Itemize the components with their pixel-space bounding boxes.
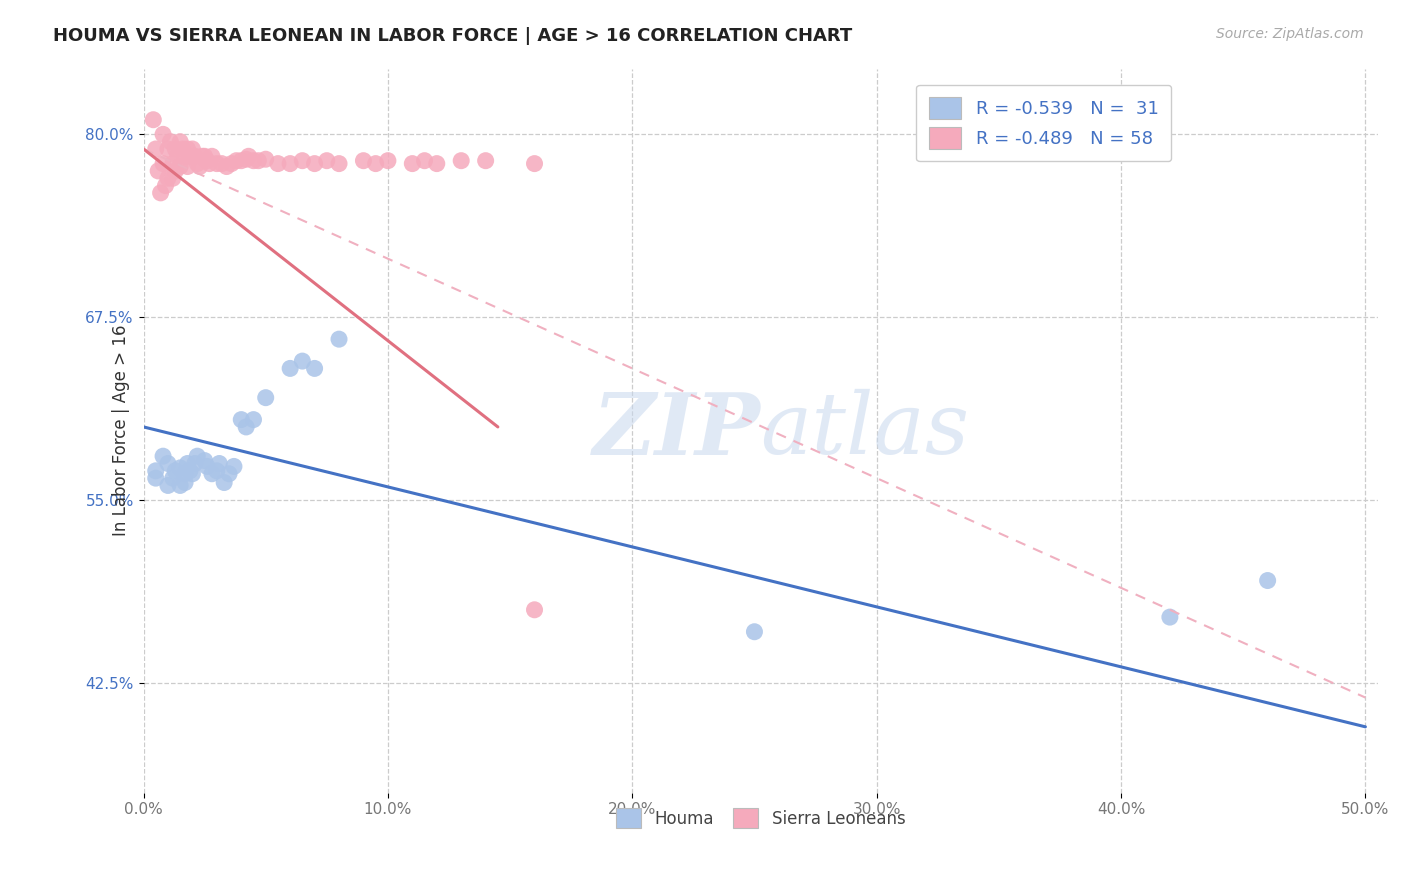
Point <box>201 149 224 163</box>
Point <box>523 603 546 617</box>
Point <box>278 156 301 170</box>
Point <box>155 178 177 193</box>
Point <box>247 153 270 168</box>
Point <box>1159 610 1181 624</box>
Point <box>208 457 231 471</box>
Point <box>152 449 174 463</box>
Point <box>205 464 228 478</box>
Point <box>191 149 214 163</box>
Text: HOUMA VS SIERRA LEONEAN IN LABOR FORCE | AGE > 16 CORRELATION CHART: HOUMA VS SIERRA LEONEAN IN LABOR FORCE |… <box>53 27 852 45</box>
Point <box>225 153 247 168</box>
Point <box>162 471 184 485</box>
Point <box>426 156 449 170</box>
Point <box>152 156 174 170</box>
Point <box>156 142 179 156</box>
Point <box>174 149 197 163</box>
Point <box>156 478 179 492</box>
Point <box>215 160 238 174</box>
Point <box>186 449 208 463</box>
Point <box>156 457 179 471</box>
Text: ZIP: ZIP <box>593 389 761 473</box>
Point <box>172 142 194 156</box>
Point <box>162 156 184 170</box>
Point <box>377 153 399 168</box>
Point <box>278 361 301 376</box>
Point <box>222 459 245 474</box>
Point <box>174 467 197 481</box>
Point <box>152 128 174 142</box>
Point <box>162 171 184 186</box>
Point <box>176 142 198 156</box>
Point <box>364 156 387 170</box>
Point <box>181 467 204 481</box>
Point <box>166 149 188 163</box>
Point <box>235 420 257 434</box>
Point <box>194 453 217 467</box>
Point <box>291 354 314 368</box>
Point <box>142 112 165 127</box>
Point <box>328 156 350 170</box>
Point <box>176 160 198 174</box>
Point <box>450 153 472 168</box>
Point <box>304 361 326 376</box>
Point <box>315 153 337 168</box>
Point <box>1257 574 1279 588</box>
Point <box>165 142 187 156</box>
Point <box>744 624 766 639</box>
Text: atlas: atlas <box>761 389 970 472</box>
Point <box>145 142 167 156</box>
Point <box>304 156 326 170</box>
Point <box>149 186 172 200</box>
Point <box>231 153 253 168</box>
Point <box>188 160 211 174</box>
Text: Source: ZipAtlas.com: Source: ZipAtlas.com <box>1216 27 1364 41</box>
Point <box>145 471 167 485</box>
Point <box>211 156 233 170</box>
Point <box>169 160 191 174</box>
Point <box>198 156 221 170</box>
Point <box>148 164 170 178</box>
Point <box>242 153 264 168</box>
Point <box>194 149 217 163</box>
Point <box>238 149 260 163</box>
Point <box>165 164 187 178</box>
Point <box>174 475 197 490</box>
Point <box>195 153 218 168</box>
Point <box>179 149 201 163</box>
Point <box>353 153 375 168</box>
Point <box>184 149 207 163</box>
Point <box>291 153 314 168</box>
Point <box>218 467 240 481</box>
Point <box>231 412 253 426</box>
Point <box>205 156 228 170</box>
Point <box>195 459 218 474</box>
Point <box>165 464 187 478</box>
Point <box>176 457 198 471</box>
Point <box>179 464 201 478</box>
Point <box>254 152 277 166</box>
Point <box>201 467 224 481</box>
Point <box>254 391 277 405</box>
Point <box>267 156 290 170</box>
Point <box>328 332 350 346</box>
Point <box>159 135 181 149</box>
Point <box>474 153 496 168</box>
Point <box>221 156 243 170</box>
Point <box>523 156 546 170</box>
Y-axis label: In Labor Force | Age > 16: In Labor Force | Age > 16 <box>111 325 129 536</box>
Legend: Houma, Sierra Leoneans: Houma, Sierra Leoneans <box>609 801 912 835</box>
Point <box>169 478 191 492</box>
Point <box>413 153 436 168</box>
Point <box>186 156 208 170</box>
Point <box>169 461 191 475</box>
Point <box>212 475 235 490</box>
Point <box>181 142 204 156</box>
Point <box>184 457 207 471</box>
Point <box>242 412 264 426</box>
Point <box>156 171 179 186</box>
Point <box>401 156 423 170</box>
Point <box>145 464 167 478</box>
Point <box>169 135 191 149</box>
Point <box>235 152 257 166</box>
